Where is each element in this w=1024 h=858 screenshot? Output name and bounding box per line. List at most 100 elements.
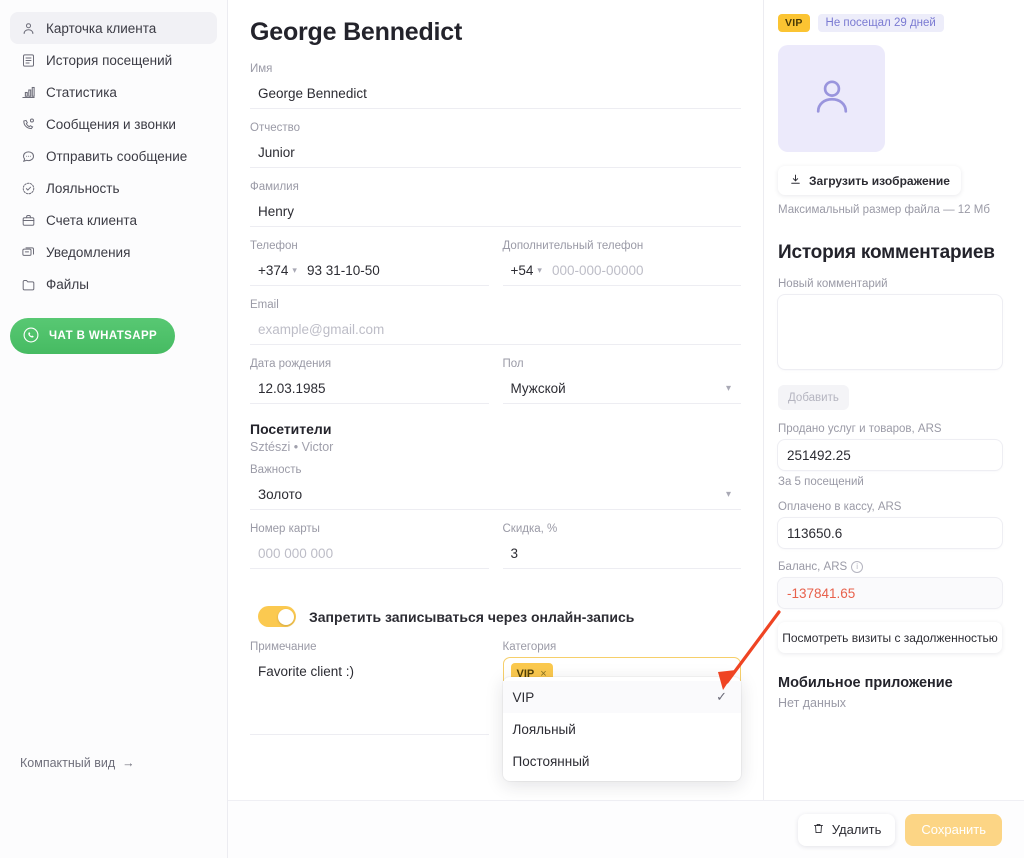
card-discount-row: Номер карты Скидка, % xyxy=(250,523,741,582)
category-option-vip[interactable]: VIP ✓ xyxy=(502,681,741,713)
sold-total-input[interactable] xyxy=(778,440,1002,470)
gender-select[interactable]: Мужской ▾ xyxy=(502,374,741,404)
toggle-knob xyxy=(277,608,294,625)
delete-button-label: Удалить xyxy=(831,822,882,837)
note-textarea[interactable] xyxy=(250,657,489,735)
badge-check-icon xyxy=(20,180,36,196)
sidebar-item-send-message[interactable]: Отправить сообщение xyxy=(10,140,217,172)
discount-input[interactable] xyxy=(502,539,741,569)
middle-name-input[interactable] xyxy=(250,138,741,168)
field-card-number: Номер карты xyxy=(250,523,489,569)
phone-call-icon xyxy=(20,116,36,132)
sidebar-item-accounts[interactable]: Счета клиента xyxy=(10,204,217,236)
chevron-down-icon: ▾ xyxy=(725,382,731,394)
comments-heading: История комментариев xyxy=(778,242,995,263)
whatsapp-chat-button[interactable]: ЧАТ В WHATSAPP xyxy=(10,318,176,354)
status-badge-last-visit: Не посещал 29 дней xyxy=(817,14,944,32)
visitors-heading: Посетители xyxy=(250,421,332,437)
balance-input[interactable] xyxy=(778,578,1002,609)
last-name-label: Фамилия xyxy=(250,181,299,193)
category-label: Категория xyxy=(502,641,557,653)
add-comment-button[interactable]: Добавить xyxy=(778,385,849,410)
new-comment-label: Новый комментарий xyxy=(778,278,888,290)
field-middle-name: Отчество xyxy=(250,122,741,168)
save-button[interactable]: Сохранить xyxy=(905,813,1002,846)
chevron-down-icon: ▾ xyxy=(537,265,542,275)
card-number-label: Номер карты xyxy=(250,523,320,535)
client-summary-panel: VIP Не посещал 29 дней Загрузить изображ… xyxy=(764,0,1024,800)
sidebar-item-label: Лояльность xyxy=(46,180,120,196)
chevron-down-icon: ▾ xyxy=(725,488,731,500)
category-option-label: VIP xyxy=(512,689,535,705)
sidebar-item-messages-calls[interactable]: Сообщения и звонки xyxy=(10,108,217,140)
field-balance: Баланс, ARS i xyxy=(778,561,1002,609)
field-note: Примечание xyxy=(250,641,489,740)
bar-chart-icon xyxy=(20,84,36,100)
balance-label-text: Баланс, ARS xyxy=(778,561,848,574)
arrow-right-icon: → xyxy=(122,756,135,770)
sidebar-item-notifications[interactable]: Уведомления xyxy=(10,236,217,268)
paid-total-label: Оплачено в кассу, ARS xyxy=(778,501,902,513)
phone-extra-input-group[interactable]: +54 ▾ 000-000-00000 xyxy=(502,256,741,286)
whatsapp-chat-label: ЧАТ В WHATSAPP xyxy=(49,330,158,342)
importance-value: Золото xyxy=(258,487,303,502)
user-avatar-icon xyxy=(809,73,855,124)
sidebar-item-label: Счета клиента xyxy=(46,212,137,228)
sidebar-item-client-card[interactable]: Карточка клиента xyxy=(10,12,217,44)
field-gender: Пол Мужской ▾ xyxy=(502,358,741,404)
field-discount: Скидка, % xyxy=(502,523,741,569)
category-option-regular[interactable]: Постоянный xyxy=(503,745,742,777)
category-dropdown-menu: VIP ✓ Лояльный Постоянный xyxy=(502,677,742,781)
sidebar-item-files[interactable]: Файлы xyxy=(10,268,217,300)
bell-chat-icon xyxy=(20,244,36,260)
status-badges: VIP Не посещал 29 дней xyxy=(778,14,1002,32)
category-chip-label: VIP xyxy=(516,667,535,680)
phone-input-group[interactable]: +374 ▾ 93 31-10-50 xyxy=(250,256,489,286)
field-sold-total: Продано услуг и товаров, ARS За 5 посеще… xyxy=(778,423,1002,488)
card-number-input[interactable] xyxy=(250,539,489,569)
upload-size-hint: Максимальный размер файла — 12 Мб xyxy=(778,204,990,216)
delete-button[interactable]: Удалить xyxy=(797,813,896,846)
sidebar-item-visit-history[interactable]: История посещений xyxy=(10,44,217,76)
category-option-loyal[interactable]: Лояльный xyxy=(503,713,742,745)
phone-extra-country-code[interactable]: +54 xyxy=(510,263,534,278)
phone-extra-placeholder[interactable]: 000-000-00000 xyxy=(551,263,644,278)
category-option-label: Лояльный xyxy=(512,721,576,737)
new-comment-textarea[interactable] xyxy=(778,295,1002,369)
view-debt-visits-button[interactable]: Посмотреть визиты с задолженностью xyxy=(778,622,1002,654)
sidebar-item-loyalty[interactable]: Лояльность xyxy=(10,172,217,204)
info-icon[interactable]: i xyxy=(851,561,864,573)
sold-total-label: Продано услуг и товаров, ARS xyxy=(778,423,942,435)
first-name-input[interactable] xyxy=(250,79,741,109)
sidebar-item-statistics[interactable]: Статистика xyxy=(10,76,217,108)
sidebar-item-label: Файлы xyxy=(46,276,89,292)
discount-label: Скидка, % xyxy=(502,523,558,535)
close-icon[interactable]: × xyxy=(540,667,547,680)
phone-country-code[interactable]: +374 xyxy=(258,263,289,278)
sidebar-item-label: История посещений xyxy=(46,52,173,68)
email-input[interactable] xyxy=(250,315,741,345)
last-name-input[interactable] xyxy=(250,197,741,227)
middle-name-label: Отчество xyxy=(250,122,300,134)
field-category: Категория VIP × ▴ VIP ✓ Лояльный xyxy=(502,641,741,781)
chat-bubble-icon xyxy=(20,148,36,164)
client-form: George Bennedict Имя Отчество Фамилия Те… xyxy=(228,0,764,800)
visitors-names: Sztészi • Victor xyxy=(250,440,334,454)
field-phone-extra: Дополнительный телефон +54 ▾ 000-000-000… xyxy=(502,240,741,286)
compact-view-link[interactable]: Компактный вид → xyxy=(20,756,135,770)
field-email: Email xyxy=(250,299,741,345)
birth-date-input[interactable] xyxy=(250,374,489,404)
upload-image-button[interactable]: Загрузить изображение xyxy=(778,166,961,195)
whatsapp-icon xyxy=(22,326,40,347)
field-paid-total: Оплачено в кассу, ARS xyxy=(778,501,1002,548)
online-booking-toggle[interactable] xyxy=(258,606,296,627)
category-option-label: Постоянный xyxy=(512,753,590,769)
visits-count-note: За 5 посещений xyxy=(778,476,864,488)
folder-icon xyxy=(20,276,36,292)
field-first-name: Имя xyxy=(250,63,741,109)
sidebar-item-label: Карточка клиента xyxy=(46,20,157,36)
paid-total-input[interactable] xyxy=(778,518,1002,548)
importance-select[interactable]: Золото ▾ xyxy=(250,480,741,510)
phone-number-value[interactable]: 93 31-10-50 xyxy=(306,263,380,278)
